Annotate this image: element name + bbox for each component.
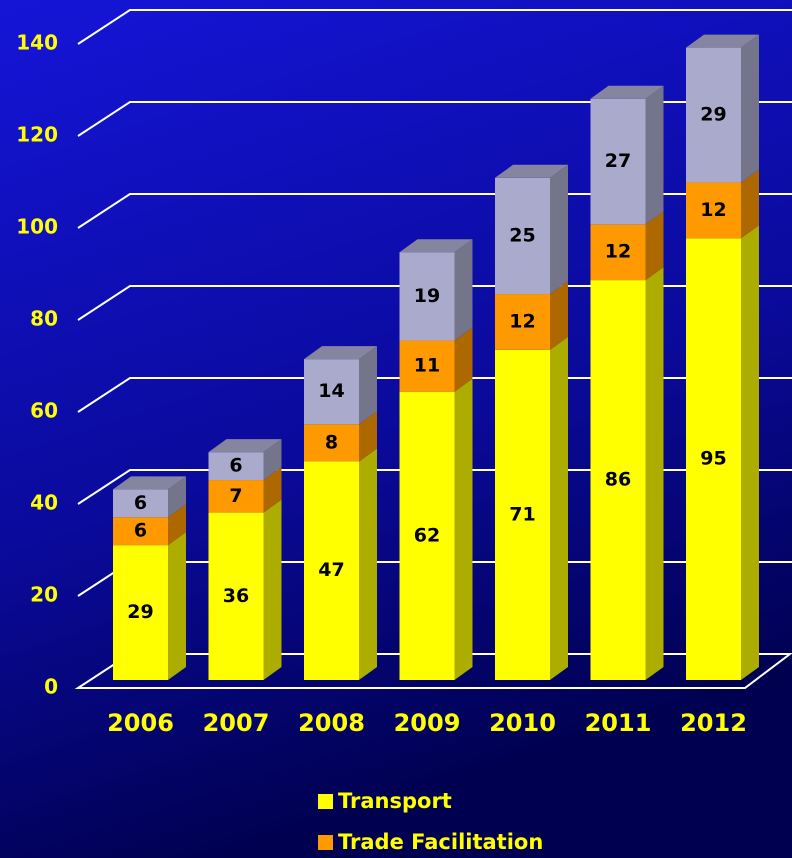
- bar-side: [454, 378, 473, 680]
- bar-side: [359, 448, 377, 680]
- bar-side: [263, 439, 282, 481]
- value-label: 14: [318, 380, 344, 402]
- bar: [304, 359, 359, 425]
- x-tick-label: 2010: [489, 709, 556, 737]
- bar: [113, 489, 168, 518]
- bar: [686, 182, 741, 239]
- bar: [304, 424, 359, 462]
- bar-top: [304, 346, 377, 360]
- bar: [399, 340, 455, 392]
- bar: [590, 224, 646, 281]
- value-label: 19: [414, 285, 440, 307]
- value-label: 12: [700, 199, 726, 221]
- x-tick-label: 2006: [107, 709, 174, 737]
- bar-top: [495, 164, 568, 178]
- bar: [686, 47, 741, 183]
- bar-top: [590, 85, 664, 99]
- bar: [399, 252, 455, 341]
- bar-side: [741, 169, 759, 239]
- bar-side: [741, 225, 759, 680]
- bar: [495, 294, 550, 350]
- legend-label: Transport: [338, 789, 452, 813]
- value-label: 8: [325, 431, 338, 453]
- legend-swatch: [318, 794, 333, 809]
- bar-side: [454, 327, 473, 392]
- value-label: 47: [318, 559, 344, 581]
- value-label: 6: [134, 520, 147, 542]
- value-label: 36: [223, 585, 249, 607]
- bar-side: [168, 532, 186, 680]
- bar-side: [550, 281, 568, 350]
- bar-side: [359, 346, 377, 425]
- value-label: 7: [229, 485, 242, 507]
- bar: [113, 517, 168, 546]
- value-label: 29: [700, 104, 726, 126]
- bar-side: [645, 267, 664, 680]
- bar-side: [550, 336, 568, 680]
- bar-side: [454, 239, 473, 341]
- grid-line: [77, 469, 792, 505]
- bar: [113, 545, 168, 680]
- x-tick-label: 2011: [585, 709, 652, 737]
- bar: [495, 349, 550, 680]
- value-label: 71: [509, 503, 535, 525]
- bar-side: [550, 164, 568, 295]
- value-label: 95: [700, 448, 726, 470]
- value-label: 86: [605, 469, 631, 491]
- bar: [304, 461, 359, 680]
- grid-line: [77, 193, 792, 229]
- bar-side: [645, 211, 664, 281]
- bar-top: [686, 34, 759, 48]
- y-tick-label: 40: [30, 491, 58, 515]
- x-tick-label: 2008: [298, 709, 365, 737]
- bar: [686, 238, 741, 680]
- y-tick-label: 80: [30, 307, 58, 331]
- y-tick-label: 60: [30, 399, 58, 423]
- bar: [208, 480, 264, 513]
- grid-line: [77, 285, 792, 321]
- grid-line: [77, 377, 792, 413]
- y-tick-label: 0: [44, 675, 58, 699]
- value-label: 6: [134, 492, 147, 514]
- bar: [590, 280, 646, 680]
- legend-label: Trade Facilitation: [338, 830, 543, 854]
- bar-side: [263, 467, 282, 513]
- bar-top: [113, 476, 186, 490]
- value-label: 29: [127, 601, 153, 623]
- y-tick-label: 100: [16, 215, 58, 239]
- grid-line: [77, 9, 792, 45]
- legend-swatch: [318, 835, 333, 850]
- grid-line: [74, 653, 792, 689]
- bar-side: [741, 34, 759, 183]
- bar-side: [263, 499, 282, 680]
- bar: [208, 512, 264, 680]
- bar-top: [399, 239, 473, 253]
- bar: [208, 452, 264, 481]
- value-label: 62: [414, 524, 440, 546]
- value-label: 12: [605, 241, 631, 263]
- y-tick-label: 140: [16, 31, 58, 55]
- value-label: 27: [605, 150, 631, 172]
- x-tick-label: 2009: [394, 709, 461, 737]
- value-label: 11: [414, 355, 440, 377]
- bar: [399, 391, 455, 680]
- value-label: 25: [509, 224, 535, 246]
- bar-side: [168, 476, 186, 518]
- bar: [590, 98, 646, 225]
- value-label: 12: [509, 310, 535, 332]
- x-tick-label: 2007: [203, 709, 270, 737]
- bar-top: [208, 439, 282, 453]
- y-tick-label: 20: [30, 583, 58, 607]
- y-tick-label: 120: [16, 123, 58, 147]
- value-label: 6: [229, 455, 242, 477]
- bar-side: [168, 504, 186, 546]
- bar-side: [645, 85, 664, 225]
- x-tick-label: 2012: [680, 709, 747, 737]
- bar-side: [359, 411, 377, 462]
- bar: [495, 177, 550, 295]
- grid-line: [77, 101, 792, 137]
